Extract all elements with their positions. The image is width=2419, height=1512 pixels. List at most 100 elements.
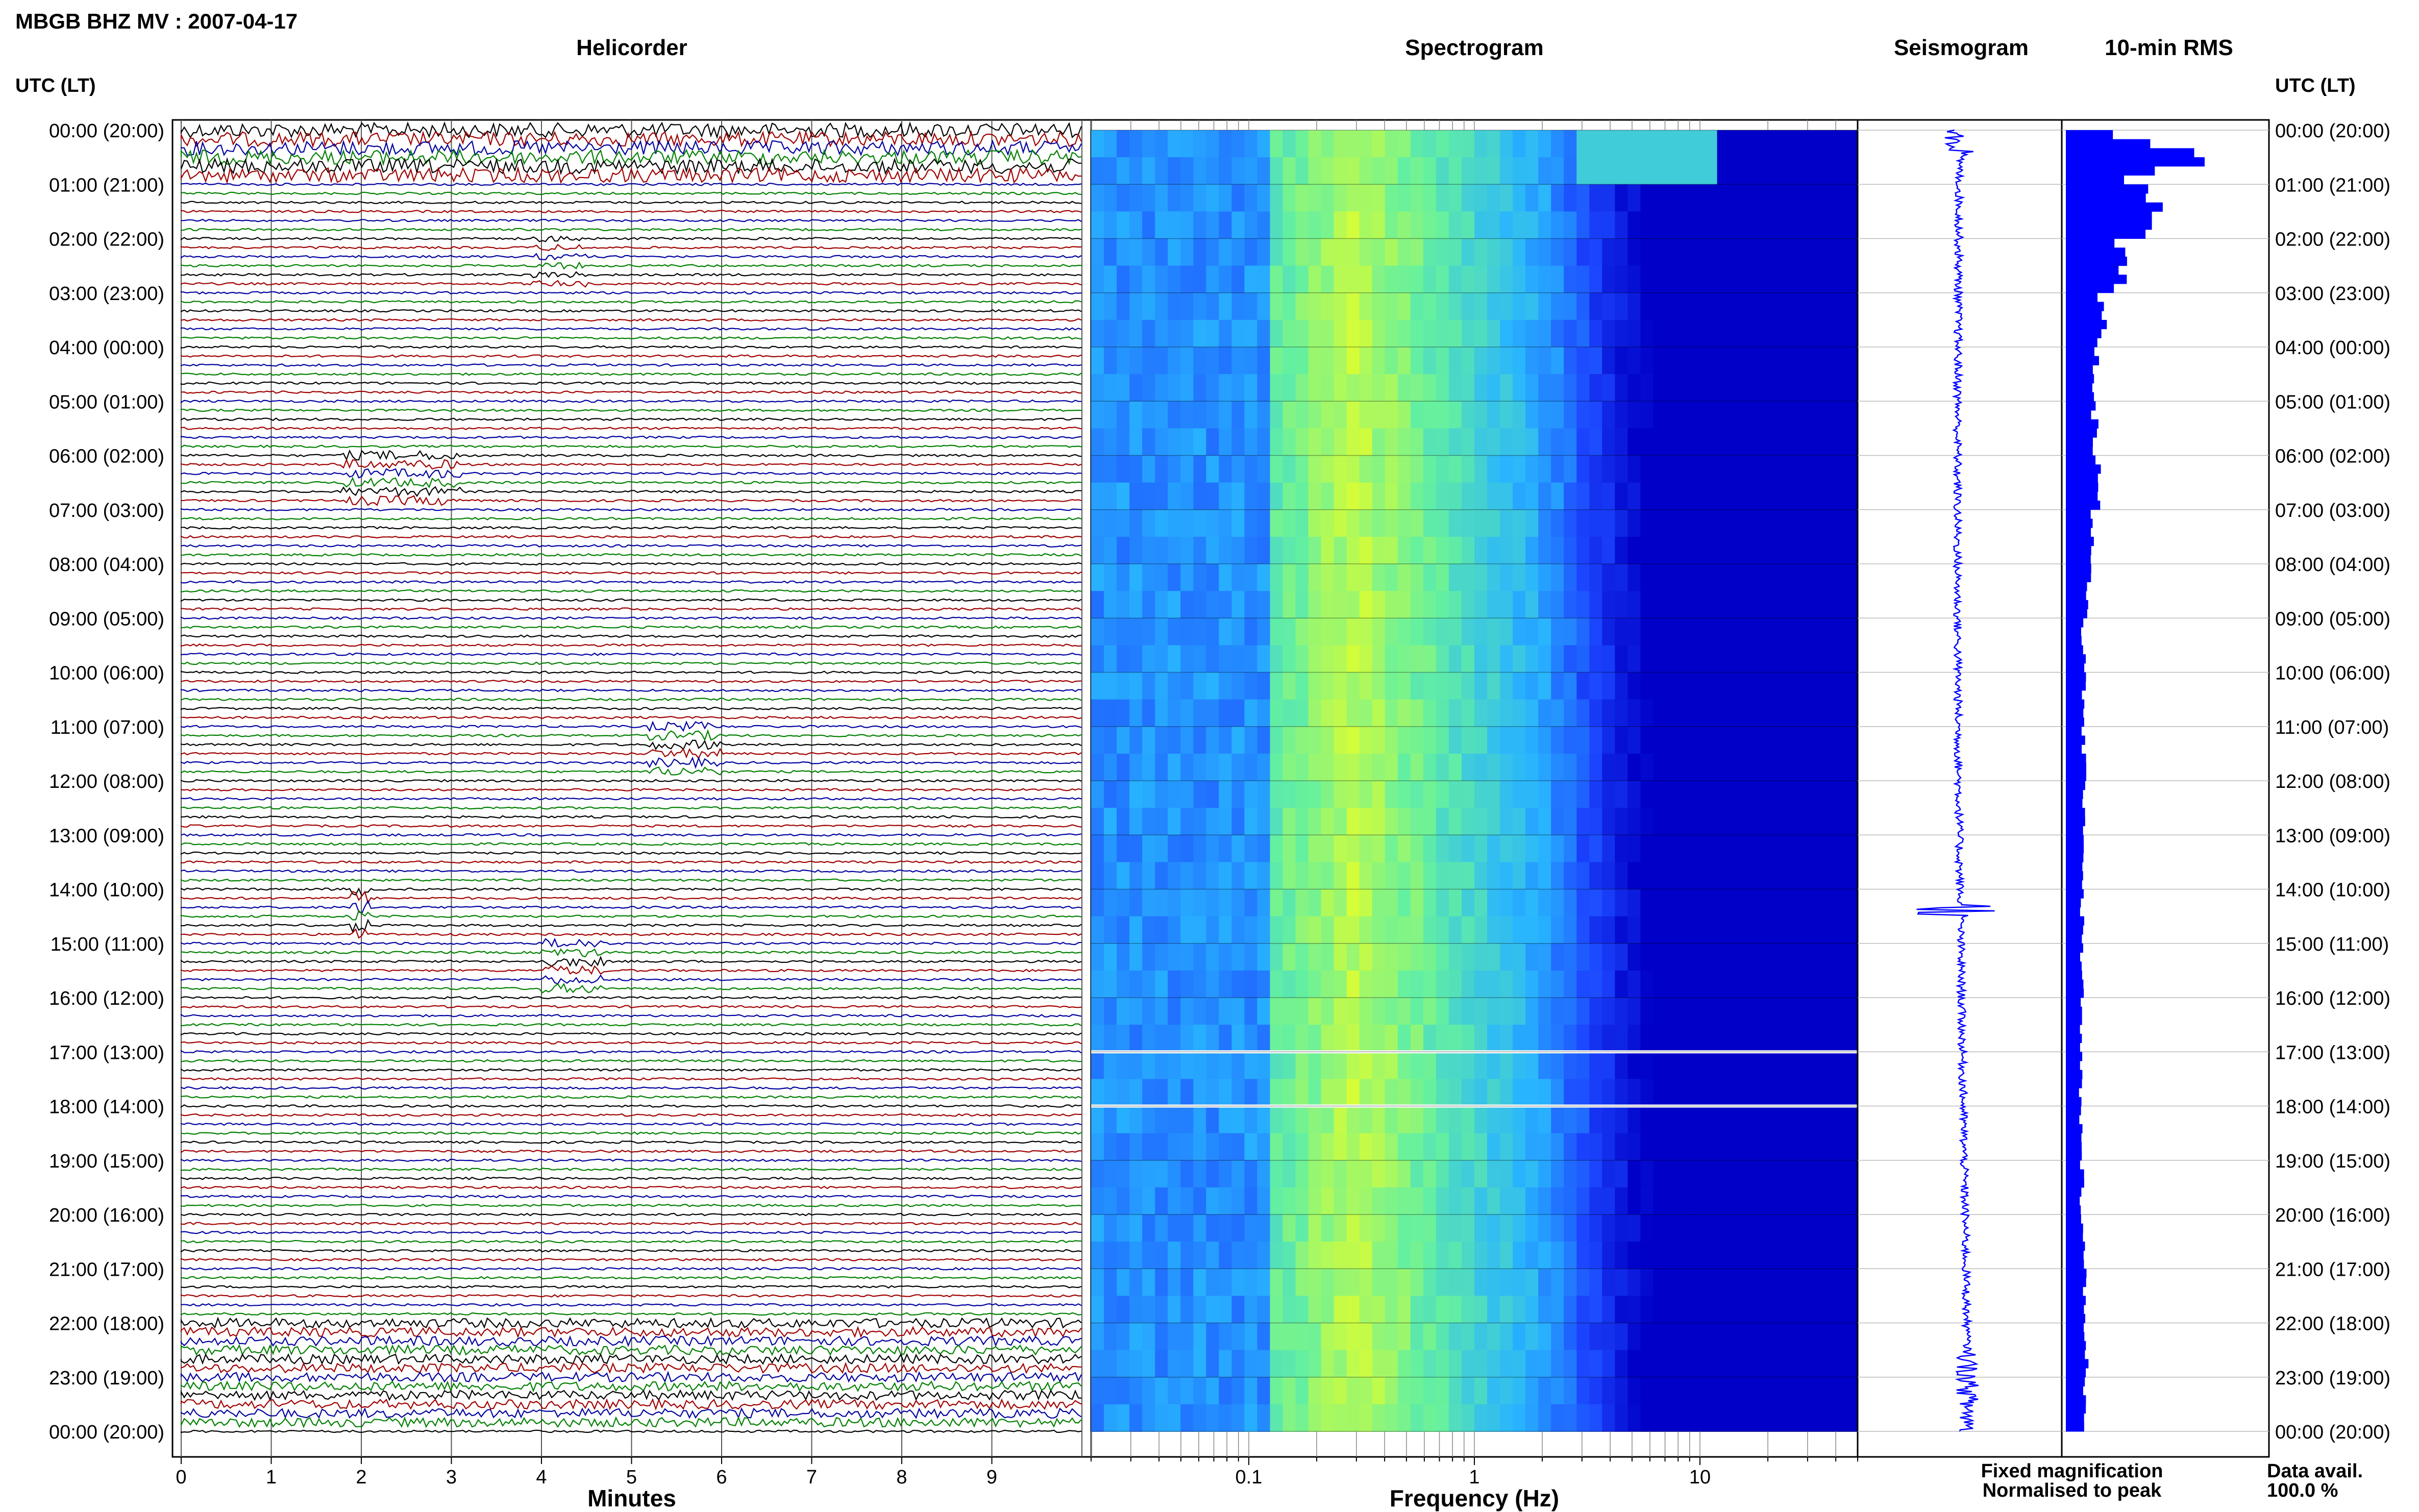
spectrogram-cell <box>1385 618 1398 646</box>
spectrogram-cell <box>1142 1052 1155 1080</box>
helicorder-trace <box>180 468 1082 479</box>
spectrogram-cell <box>1462 157 1475 185</box>
spectrogram-cell <box>1627 943 1641 971</box>
helicorder-trace <box>180 327 1082 331</box>
spectrogram-cell <box>1845 1187 1858 1215</box>
spectrogram-cell <box>1589 916 1603 944</box>
spectrogram-cell <box>1462 401 1475 429</box>
spectrogram-cell <box>1564 319 1577 348</box>
spectrogram-cell <box>1474 319 1488 348</box>
spectrogram-cell <box>1589 1296 1603 1324</box>
spectrogram-cell <box>1206 1296 1220 1324</box>
spectrogram-cell <box>1117 265 1130 293</box>
spectrogram-cell <box>1334 455 1347 483</box>
spectrogram-cell <box>1372 428 1386 456</box>
spectrogram-cell <box>1448 374 1462 402</box>
spectrogram-cell <box>1742 1242 1756 1269</box>
spectrogram-cell <box>1219 591 1232 618</box>
spectrogram-cell <box>1717 862 1731 890</box>
spectrogram-cell <box>1448 1052 1462 1080</box>
spectrogram-cell <box>1091 238 1104 266</box>
spectrogram-cell <box>1155 1404 1168 1432</box>
spectrogram-cell <box>1168 1187 1181 1215</box>
helicorder-trace <box>180 1371 1082 1383</box>
spectrogram-cell <box>1423 1052 1437 1080</box>
spectrogram-cell <box>1282 1404 1296 1432</box>
spectrogram-cell <box>1091 970 1104 998</box>
rms-bar <box>2066 1061 2080 1071</box>
spectrogram-cell <box>1793 211 1807 239</box>
spectrogram-cell <box>1819 1187 1833 1215</box>
spectrogram-cell <box>1513 862 1526 890</box>
spectrogram-cell <box>1615 1350 1628 1378</box>
spectrogram-cell <box>1385 753 1398 781</box>
spectrogram-cell <box>1206 753 1220 781</box>
spectrogram-cell <box>1806 455 1820 483</box>
spectrogram-cell <box>1129 265 1143 293</box>
rms-bar <box>2066 1052 2083 1061</box>
spectrogram-cell <box>1576 1187 1590 1215</box>
spectrogram-cell <box>1155 1242 1168 1269</box>
spectrogram-cell <box>1755 1133 1769 1161</box>
rms-bar <box>2066 871 2083 881</box>
spectrogram-cell <box>1282 1377 1296 1405</box>
spectrogram-cell <box>1193 319 1207 348</box>
time-label-right: 17:00 (13:00) <box>2275 1042 2390 1063</box>
spectrogram-cell <box>1653 564 1667 591</box>
helicorder-trace <box>180 280 1082 288</box>
spectrogram-cell <box>1423 1106 1437 1134</box>
spectrogram-cell <box>1155 943 1168 971</box>
spectrogram-cell <box>1781 1296 1794 1324</box>
spectrogram-cell <box>1436 564 1449 591</box>
spectrogram-cell <box>1295 401 1309 429</box>
spectrogram-cell <box>1640 1025 1654 1052</box>
spectrogram-cell <box>1627 1323 1641 1351</box>
spectrogram-cell <box>1576 916 1590 944</box>
spectrogram-cell <box>1155 1052 1168 1080</box>
spectrogram-cell <box>1168 1133 1181 1161</box>
spectrogram-cell <box>1640 889 1654 917</box>
spectrogram-cell <box>1653 889 1667 917</box>
spectrogram-cell <box>1193 726 1207 754</box>
spectrogram-cell <box>1321 374 1335 402</box>
spectrogram-cell <box>1410 781 1424 808</box>
spectrogram-cell <box>1282 835 1296 863</box>
spectrogram-cell <box>1168 672 1181 700</box>
spectrogram-cell <box>1462 1377 1475 1405</box>
spectrogram-cell <box>1436 862 1449 890</box>
spectrogram-cell <box>1564 835 1577 863</box>
helicorder-trace <box>180 1140 1082 1144</box>
rms-bar <box>2066 816 2085 826</box>
spectrogram-cell <box>1397 753 1411 781</box>
spectrogram-cell <box>1448 428 1462 456</box>
seismogram-trace <box>1916 129 1995 1432</box>
spectrogram-cell <box>1755 184 1769 212</box>
spectrogram-cell <box>1206 509 1220 537</box>
spectrogram-cell <box>1244 428 1258 456</box>
spectrogram-cell <box>1219 1160 1232 1188</box>
spectrogram-cell <box>1231 1160 1245 1188</box>
spectrogram-cell <box>1423 889 1437 917</box>
spectrogram-cell <box>1270 1242 1283 1269</box>
rms-bar <box>2066 338 2097 348</box>
spectrogram-cell <box>1564 157 1577 185</box>
spectrogram-cell <box>1282 699 1296 727</box>
spectrogram-cell <box>1436 428 1449 456</box>
rms-bar <box>2066 1205 2081 1215</box>
spectrogram-cell <box>1091 943 1104 971</box>
spectrogram-cell <box>1346 455 1360 483</box>
spectrogram-cell <box>1321 292 1335 320</box>
spectrogram-cell <box>1819 1350 1833 1378</box>
spectrogram-cell <box>1155 211 1168 239</box>
spectrogram-cell <box>1666 726 1680 754</box>
spectrogram-cell <box>1308 1350 1322 1378</box>
spectrogram-cell <box>1730 889 1743 917</box>
spectrogram-cell <box>1819 292 1833 320</box>
spectrogram-cell <box>1666 1052 1680 1080</box>
spectrogram-cell <box>1295 889 1309 917</box>
spectrogram-cell <box>1423 130 1437 158</box>
spectrogram-cell <box>1781 1323 1794 1351</box>
spectrogram-cell <box>1385 835 1398 863</box>
spectrogram-cell <box>1832 672 1845 700</box>
